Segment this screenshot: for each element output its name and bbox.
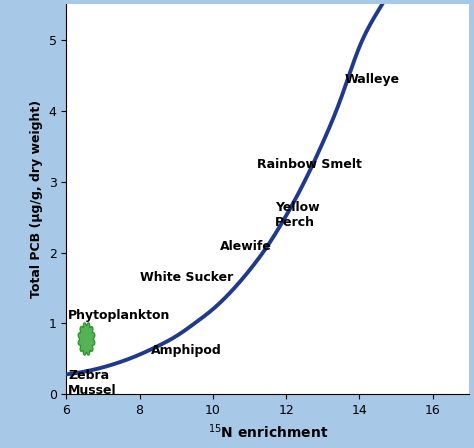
Text: Walleye: Walleye	[345, 73, 400, 86]
Text: Phytoplankton: Phytoplankton	[68, 309, 171, 322]
Text: Amphipod: Amphipod	[151, 345, 221, 358]
Y-axis label: Total PCB (μg/g, dry weight): Total PCB (μg/g, dry weight)	[30, 100, 43, 298]
Text: Yellow
Perch: Yellow Perch	[275, 202, 320, 229]
Text: Rainbow Smelt: Rainbow Smelt	[257, 158, 362, 171]
Polygon shape	[78, 323, 95, 355]
Text: Zebra
Mussel: Zebra Mussel	[68, 369, 117, 397]
Text: Alewife: Alewife	[220, 240, 272, 253]
Text: White Sucker: White Sucker	[140, 271, 233, 284]
X-axis label: $^{15}$N enrichment: $^{15}$N enrichment	[208, 422, 328, 441]
